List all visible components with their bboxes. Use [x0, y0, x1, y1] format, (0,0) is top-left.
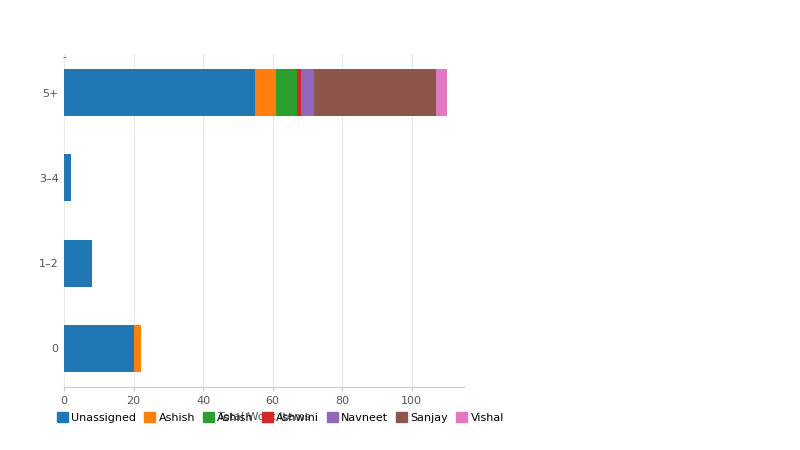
Legend: Unassigned, Ashish, Ashish, Ashwini, Navneet, Sanjay, Vishal: Unassigned, Ashish, Ashish, Ashwini, Nav…: [54, 409, 507, 427]
Bar: [301, 69, 314, 116]
Bar: [64, 325, 134, 372]
Bar: [436, 69, 446, 116]
Bar: [64, 240, 92, 287]
Bar: [64, 154, 71, 201]
Bar: [255, 69, 276, 116]
Bar: [134, 325, 141, 372]
Bar: [64, 69, 255, 116]
Bar: [276, 69, 297, 116]
Bar: [314, 69, 436, 116]
Bar: [297, 69, 301, 116]
X-axis label: Total Work Items: Total Work Items: [218, 412, 310, 422]
Text: -: -: [62, 52, 66, 62]
